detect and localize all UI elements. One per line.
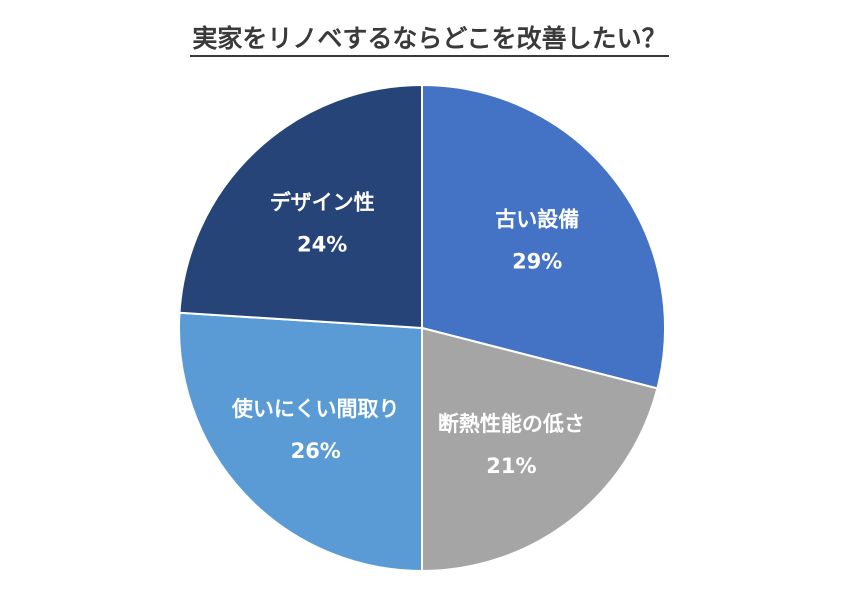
pie-slice-1: [421, 83, 666, 390]
pie-slice-2: [421, 326, 659, 573]
pie-slice-4: [178, 83, 423, 330]
pie-labels: 古い設備 29% 断熱性能の低さ 21% 使いにくい間取り 26% デザイン性 24%: [231, 191, 585, 478]
chart-title: 実家をリノベするならどこを改善したい？: [0, 22, 859, 57]
slice-4-category-label: デザイン性: [270, 191, 375, 215]
slice-3-value-label: 26%: [291, 439, 341, 463]
slice-2-value-label: 21%: [486, 454, 536, 478]
slice-2-category-label: 断熱性能の低さ: [438, 412, 585, 436]
slice-4-value-label: 24%: [297, 233, 347, 257]
slice-1-category-label: 古い設備: [495, 208, 579, 232]
slice-3-category-label: 使いにくい間取り: [231, 397, 400, 421]
pie-slices: [178, 83, 666, 573]
slice-1-value-label: 29%: [512, 250, 562, 274]
pie-slice-3: [178, 311, 423, 573]
chart-title-text: 実家をリノベするならどこを改善したい？: [190, 24, 669, 57]
